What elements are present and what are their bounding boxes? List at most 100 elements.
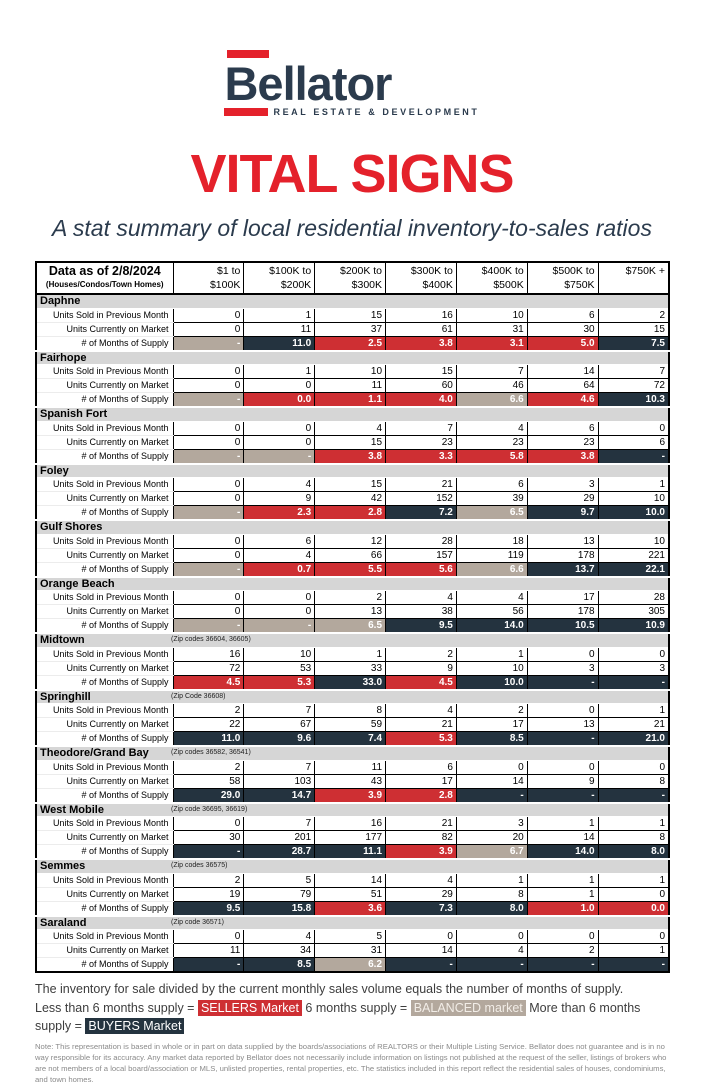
months-of-supply-cell: 7.2 (385, 505, 457, 521)
table-body: Daphne Units Sold in Previous Month 0 1 15 16… (36, 293, 670, 973)
months-of-supply-cell: 4.6 (526, 392, 599, 408)
months-of-supply-cell: 21.0 (597, 731, 670, 747)
units-on-market-cell: 17 (385, 773, 457, 789)
units-on-market-cell: 14 (385, 943, 457, 958)
balanced-market-chip: BALANCED market (410, 1000, 526, 1016)
units-on-market-cell: 13 (526, 717, 599, 732)
months-of-supply-cell: 29.0 (172, 787, 245, 803)
units-on-market-cell: 103 (243, 773, 316, 789)
units-sold-cell: 10 (243, 646, 316, 662)
months-of-supply-cell: - (597, 448, 670, 464)
months-of-supply-cell: - (526, 731, 599, 747)
units-on-market-cell: 0 (243, 378, 316, 393)
city-header-cell: Theodore/Grand Bay (Zip codes 36582, 3654… (36, 745, 669, 761)
city-header-row: Fairhope (36, 349, 669, 365)
units-sold-cell: 18 (455, 533, 528, 549)
units-on-market-cell: 15 (597, 321, 670, 337)
units-sold-cell: 1 (597, 872, 670, 888)
months-of-supply-row: # of Months of Supply 9.5 15.8 3.6 7.3 8.0 1.0… (36, 900, 670, 916)
units-sold-cell: 3 (526, 477, 599, 492)
months-of-supply-cell: 7.3 (385, 900, 457, 916)
months-of-supply-cell: - (243, 448, 316, 464)
units-on-market-row: Units Currently on Market 0 0 11 60 46 64 72 (36, 378, 670, 393)
price-range-line1: $100K to (269, 265, 312, 277)
units-sold-cell: 0 (172, 816, 245, 831)
units-sold-cell: 0 (597, 759, 670, 775)
city-header-cell: West Mobile (Zip code 36695, 36619) (36, 801, 669, 817)
units-sold-cell: 0 (172, 929, 245, 944)
units-on-market-cell: 72 (597, 378, 670, 393)
units-sold-cell: 2 (597, 307, 670, 323)
months-of-supply-cell: 2.5 (314, 335, 387, 351)
units-on-market-cell: 1 (597, 943, 670, 958)
units-sold-cell: 16 (172, 646, 245, 662)
units-sold-cell: 10 (597, 533, 670, 549)
price-range-line2: $400K (422, 279, 453, 291)
units-on-market-cell: 14 (526, 830, 599, 845)
units-sold-cell: 21 (385, 816, 457, 831)
price-range-line2: $100K (209, 279, 241, 291)
units-on-market-cell: 15 (314, 434, 387, 450)
months-of-supply-cell: 3.6 (314, 900, 387, 916)
months-of-supply-cell: 6.2 (314, 957, 387, 973)
months-of-supply-row: # of Months of Supply -2.3 2.8 7.2 6.5 9.7 10.… (36, 505, 670, 521)
city-header: Midtown (Zip codes 36604, 36605) (37, 635, 668, 646)
units-sold-cell: 7 (243, 759, 316, 775)
months-of-supply-cell: 10.0 (455, 674, 528, 690)
months-of-supply-label: # of Months of Supply (36, 336, 173, 351)
city-header-row: Theodore/Grand Bay (Zip codes 36582, 3654… (36, 745, 669, 761)
months-of-supply-cell: - (597, 787, 670, 803)
months-of-supply-cell: 8.0 (597, 844, 670, 860)
months-of-supply-cell: 9.5 (172, 900, 245, 916)
city-header-row: Spanish Fort (36, 406, 669, 422)
months-of-supply-cell: 7.4 (314, 731, 387, 747)
city-name: Orange Beach (40, 577, 115, 590)
price-range-header: $200K to $300K (314, 261, 387, 295)
units-sold-label: Units Sold in Previous Month (36, 816, 173, 831)
city-name: Semmes (40, 860, 86, 873)
units-on-market-cell: 221 (597, 547, 670, 563)
units-sold-cell: 11 (314, 759, 387, 775)
months-of-supply-label: # of Months of Supply (36, 618, 173, 634)
city-header-cell: Gulf Shores (36, 519, 669, 535)
units-on-market-cell: 8 (455, 886, 528, 902)
units-sold-cell: 1 (243, 364, 316, 379)
months-of-supply-label: # of Months of Supply (36, 957, 173, 973)
units-on-market-cell: 67 (243, 717, 316, 732)
units-sold-label: Units Sold in Previous Month (36, 534, 173, 549)
units-sold-cell: 7 (455, 364, 528, 379)
units-sold-cell: 7 (597, 364, 670, 379)
units-on-market-cell: 66 (314, 547, 387, 563)
units-sold-label: Units Sold in Previous Month (36, 477, 173, 492)
months-of-supply-cell: 5.8 (455, 448, 528, 464)
units-on-market-cell: 31 (314, 943, 387, 958)
units-sold-cell: 0 (526, 703, 599, 718)
units-sold-cell: 15 (314, 477, 387, 492)
months-of-supply-label: # of Months of Supply (36, 505, 173, 521)
units-sold-cell: 4 (385, 872, 457, 888)
units-sold-cell: 3 (455, 816, 528, 831)
price-range-line1: $750K + (625, 265, 665, 277)
units-sold-cell: 6 (455, 477, 528, 492)
city-header-cell: Fairhope (36, 349, 669, 365)
city-header: Fairhope (37, 353, 668, 364)
months-of-supply-cell: - (172, 392, 245, 408)
units-sold-cell: 21 (385, 477, 457, 492)
units-sold-cell: 0 (526, 646, 599, 662)
months-of-supply-cell: 3.9 (314, 787, 387, 803)
city-header: Spanish Fort (37, 409, 668, 420)
units-on-market-cell: 33 (314, 660, 387, 676)
units-on-market-cell: 34 (243, 943, 316, 958)
units-sold-cell: 1 (455, 646, 528, 662)
units-sold-row: Units Sold in Previous Month 0 0 2 4 4 17 28 (36, 590, 670, 605)
months-of-supply-cell: 6.6 (455, 392, 528, 408)
units-on-market-label: Units Currently on Market (36, 830, 173, 845)
months-of-supply-cell: 4.0 (385, 392, 457, 408)
units-sold-label: Units Sold in Previous Month (36, 590, 173, 605)
units-on-market-cell: 119 (455, 547, 528, 563)
city-header: Saraland (Zip code 36571) (37, 918, 668, 929)
months-of-supply-cell: 14.7 (243, 787, 316, 803)
city-header-row: West Mobile (Zip code 36695, 36619) (36, 801, 669, 817)
months-of-supply-cell: 0.0 (243, 392, 316, 408)
units-sold-cell: 0 (243, 590, 316, 605)
